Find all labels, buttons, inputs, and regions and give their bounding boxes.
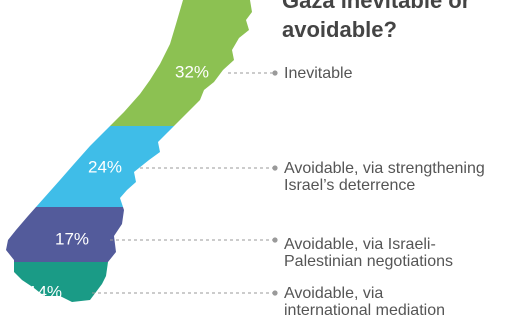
category-label-4-line-1: Avoidable, via (284, 285, 383, 302)
category-label-2-line-1: Avoidable, via strengthening (284, 160, 485, 177)
chart-title-line-2: avoidable? (282, 17, 397, 42)
percent-labels: 32% 24% 17% 14% (28, 62, 209, 301)
category-label-3-line-1: Avoidable, via Israeli- (284, 236, 436, 253)
map-bands (6, 0, 252, 302)
map-band-2 (6, 126, 252, 207)
leader-lines (92, 70, 278, 296)
percent-label-3: 17% (55, 229, 89, 248)
category-label-1-line-1: Inevitable (284, 65, 353, 82)
percent-label-4: 14% (28, 282, 62, 301)
percent-label-1: 32% (175, 62, 209, 81)
leader-dot-1 (272, 70, 278, 76)
leader-dot-2 (272, 165, 278, 171)
leader-dot-4 (272, 290, 278, 296)
category-label-2-line-2: Israel’s deterrence (284, 177, 415, 194)
map-band-1 (6, 0, 252, 126)
chart-title-line-1: Gaza inevitable or (282, 0, 471, 13)
percent-label-2: 24% (88, 157, 122, 176)
map-band-3 (6, 207, 252, 262)
category-labels: Inevitable Avoidable, via strengtheningIs… (284, 65, 485, 319)
leader-dot-3 (272, 237, 278, 243)
category-label-3-line-2: Palestinian negotiations (284, 253, 453, 270)
category-label-4-line-2: international mediation (284, 302, 445, 319)
